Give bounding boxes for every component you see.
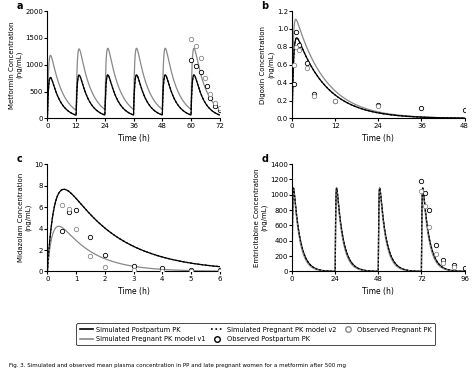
Point [65, 209, 73, 215]
Point [425, 207, 432, 213]
Point [421, 202, 429, 208]
Point [418, 188, 425, 194]
Point [461, 265, 468, 270]
Point [290, 81, 298, 87]
Point [303, 60, 310, 66]
Point [158, 265, 166, 271]
Point [87, 234, 94, 240]
Point [130, 267, 137, 273]
X-axis label: Time (h): Time (h) [363, 134, 394, 143]
Point [216, 107, 224, 113]
Point [292, 44, 300, 50]
Point [197, 69, 204, 75]
Point [187, 57, 195, 63]
Point [211, 102, 219, 108]
Point [65, 206, 73, 212]
Text: b: b [261, 1, 268, 11]
Point [216, 268, 224, 274]
Point [421, 190, 429, 196]
Point [331, 98, 339, 104]
Point [374, 102, 382, 108]
Point [187, 36, 195, 42]
Point [58, 202, 65, 208]
Point [187, 267, 195, 273]
Point [296, 47, 303, 53]
Point [187, 268, 195, 274]
Point [101, 264, 109, 270]
X-axis label: Time (h): Time (h) [118, 287, 149, 296]
Point [450, 264, 457, 270]
Point [73, 226, 80, 232]
Point [374, 103, 382, 109]
Text: a: a [17, 1, 23, 11]
Point [461, 107, 468, 112]
Point [216, 105, 224, 111]
Point [439, 260, 447, 266]
Point [201, 75, 209, 81]
Point [130, 263, 137, 269]
Y-axis label: Digoxin Concentration
(ng/mL): Digoxin Concentration (ng/mL) [260, 26, 274, 104]
Point [450, 262, 457, 268]
Y-axis label: Metformin Concentration
(ng/mL): Metformin Concentration (ng/mL) [9, 21, 22, 108]
Point [292, 29, 300, 35]
Point [73, 207, 80, 213]
Point [432, 242, 439, 248]
Point [303, 65, 310, 71]
Legend: Simulated Postpartum PK, Simulated Pregnant PK model v1, Simulated Pregnant PK m: Simulated Postpartum PK, Simulated Pregn… [76, 323, 436, 345]
X-axis label: Time (h): Time (h) [363, 287, 394, 296]
Point [206, 91, 214, 97]
Point [425, 224, 432, 230]
Point [211, 101, 219, 107]
Point [58, 228, 65, 233]
Text: c: c [17, 154, 22, 164]
Point [432, 251, 439, 257]
Y-axis label: Midazolam Concentration
(ng/mL): Midazolam Concentration (ng/mL) [18, 173, 31, 262]
Point [331, 98, 339, 104]
Point [192, 63, 200, 69]
Point [192, 43, 200, 49]
Point [310, 93, 318, 99]
Point [158, 268, 166, 274]
Point [439, 257, 447, 263]
Point [87, 253, 94, 259]
Point [101, 252, 109, 258]
Point [197, 56, 204, 61]
Point [206, 95, 214, 101]
Point [203, 83, 210, 89]
Y-axis label: Emtricitabine Concentration
(ng/mL): Emtricitabine Concentration (ng/mL) [254, 169, 267, 267]
Point [216, 268, 224, 273]
Text: d: d [261, 154, 268, 164]
Point [418, 105, 425, 111]
Text: Fig. 3. Simulated and observed mean plasma concentration in PP and late pregnant: Fig. 3. Simulated and observed mean plas… [9, 363, 346, 368]
Point [418, 178, 425, 184]
X-axis label: Time (h): Time (h) [118, 134, 149, 143]
Point [310, 91, 318, 97]
Point [296, 42, 303, 48]
Point [290, 62, 298, 68]
